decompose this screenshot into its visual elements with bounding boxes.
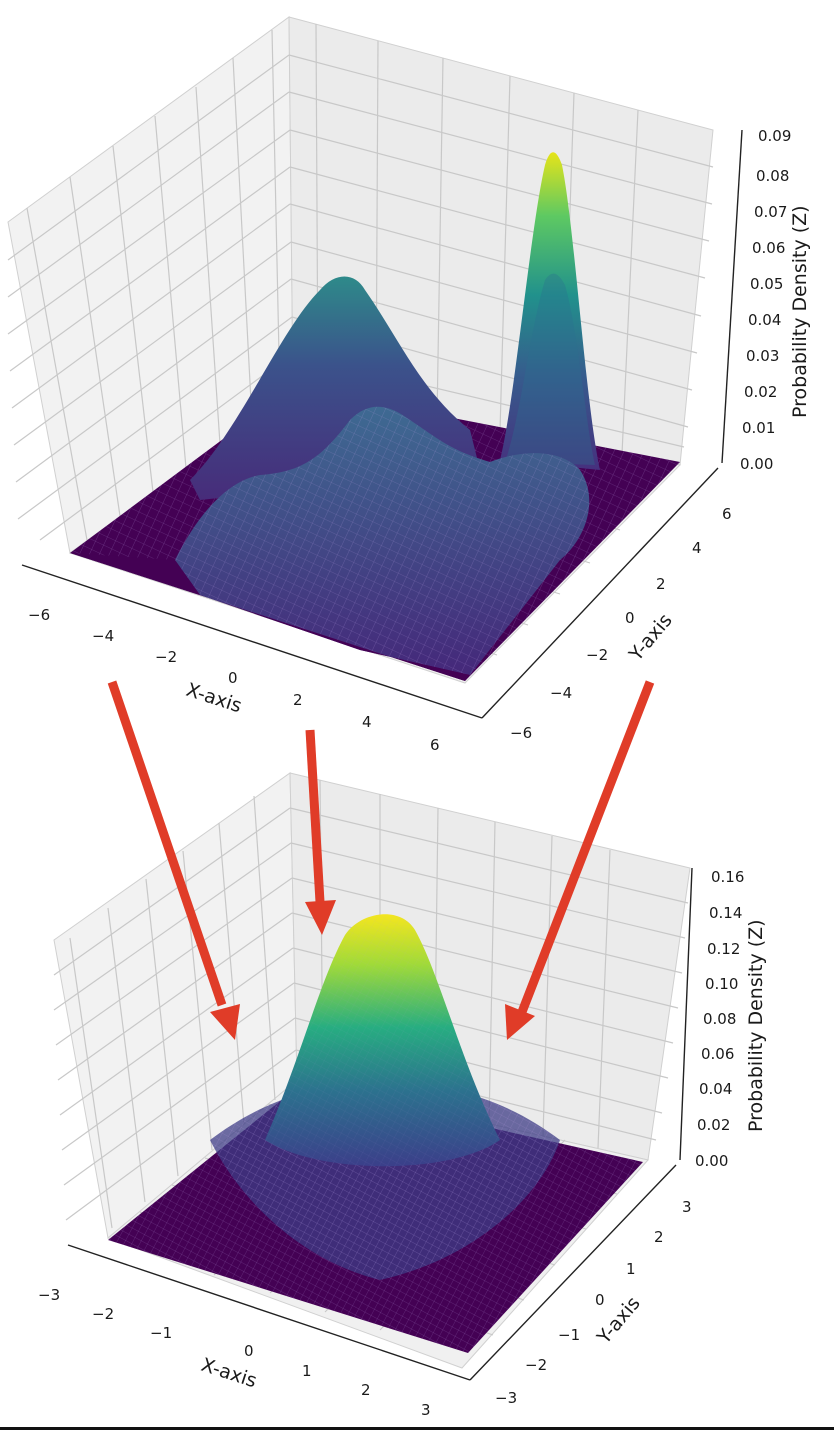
top-z-axis-label: Probability Density (Z) bbox=[789, 205, 811, 418]
bottom-z-tick: 0.16 bbox=[711, 868, 744, 886]
top-y-tick: 2 bbox=[656, 575, 666, 593]
top-x-tick: −6 bbox=[28, 606, 50, 624]
top-surface-peak-tall bbox=[500, 152, 600, 470]
top-z-tick: 0.03 bbox=[746, 347, 779, 365]
bottom-z-tick: 0.04 bbox=[699, 1080, 732, 1098]
top-z-tick: 0.05 bbox=[750, 275, 783, 293]
bottom-x-tick: −3 bbox=[38, 1286, 60, 1304]
bottom-z-tick: 0.02 bbox=[697, 1116, 730, 1134]
arrow-center-icon bbox=[305, 729, 336, 935]
top-z-tick: 0.07 bbox=[754, 203, 787, 221]
top-y-tick: −6 bbox=[510, 724, 532, 742]
bottom-x-tick: 2 bbox=[361, 1381, 371, 1399]
bottom-z-tick: 0.12 bbox=[707, 940, 740, 958]
top-z-axis: 0.00 0.01 0.02 0.03 0.04 0.05 0.06 0.07 … bbox=[740, 127, 811, 473]
bottom-z-axis: 0.00 0.02 0.04 0.06 0.08 0.10 0.12 0.14 … bbox=[695, 868, 767, 1170]
bottom-y-tick: −3 bbox=[495, 1389, 517, 1407]
top-y-tick: −4 bbox=[550, 684, 572, 702]
bottom-y-tick: 2 bbox=[654, 1228, 664, 1246]
bottom-x-tick: −1 bbox=[150, 1324, 172, 1342]
bottom-y-tick: −1 bbox=[558, 1326, 580, 1344]
bottom-y-tick: 1 bbox=[626, 1260, 636, 1278]
bottom-z-tick: 0.08 bbox=[703, 1010, 736, 1028]
bottom-y-tick: 0 bbox=[595, 1291, 605, 1309]
bottom-y-tick: −2 bbox=[525, 1356, 547, 1374]
bottom-x-tick: 0 bbox=[244, 1342, 254, 1360]
top-z-tick: 0.00 bbox=[740, 455, 773, 473]
top-x-tick: 4 bbox=[362, 713, 372, 731]
top-z-tick: 0.01 bbox=[742, 419, 775, 437]
top-x-tick: −4 bbox=[92, 627, 114, 645]
top-left-grid bbox=[7, 29, 293, 541]
top-x-tick: 2 bbox=[293, 691, 303, 709]
top-x-tick: −2 bbox=[155, 648, 177, 666]
top-3d-plot: −6 −4 −2 0 2 4 6 X-axis −6 −4 −2 0 2 4 6… bbox=[7, 16, 811, 754]
top-x-tick: 6 bbox=[430, 736, 440, 754]
bottom-x-tick: −2 bbox=[92, 1305, 114, 1323]
top-y-tick: −2 bbox=[586, 646, 608, 664]
top-y-tick: 4 bbox=[692, 539, 702, 557]
bottom-border bbox=[0, 1427, 834, 1430]
arrow-left-icon bbox=[107, 680, 240, 1040]
bottom-z-tick: 0.00 bbox=[695, 1152, 728, 1170]
bottom-x-tick: 1 bbox=[302, 1362, 312, 1380]
top-z-tick: 0.08 bbox=[756, 167, 789, 185]
bottom-left-grid bbox=[53, 795, 297, 1229]
bottom-x-tick: 3 bbox=[421, 1401, 431, 1419]
top-y-tick: 0 bbox=[625, 609, 635, 627]
top-z-tick: 0.09 bbox=[758, 127, 791, 145]
bottom-y-tick: 3 bbox=[682, 1198, 692, 1216]
arrow-right-icon bbox=[505, 680, 655, 1040]
top-x-tick: 0 bbox=[228, 669, 238, 687]
bottom-z-tick: 0.06 bbox=[701, 1045, 734, 1063]
top-z-tick: 0.06 bbox=[752, 239, 785, 257]
top-z-tick: 0.04 bbox=[748, 311, 781, 329]
bottom-3d-plot: −3 −2 −1 0 1 2 3 X-axis −3 −2 −1 0 1 2 3… bbox=[38, 772, 767, 1419]
bottom-z-axis-label: Probability Density (Z) bbox=[745, 919, 767, 1132]
bottom-z-tick: 0.14 bbox=[709, 904, 742, 922]
top-y-tick: 6 bbox=[722, 505, 732, 523]
arrows bbox=[107, 680, 655, 1040]
bottom-z-tick: 0.10 bbox=[705, 975, 738, 993]
top-z-tick: 0.02 bbox=[744, 383, 777, 401]
